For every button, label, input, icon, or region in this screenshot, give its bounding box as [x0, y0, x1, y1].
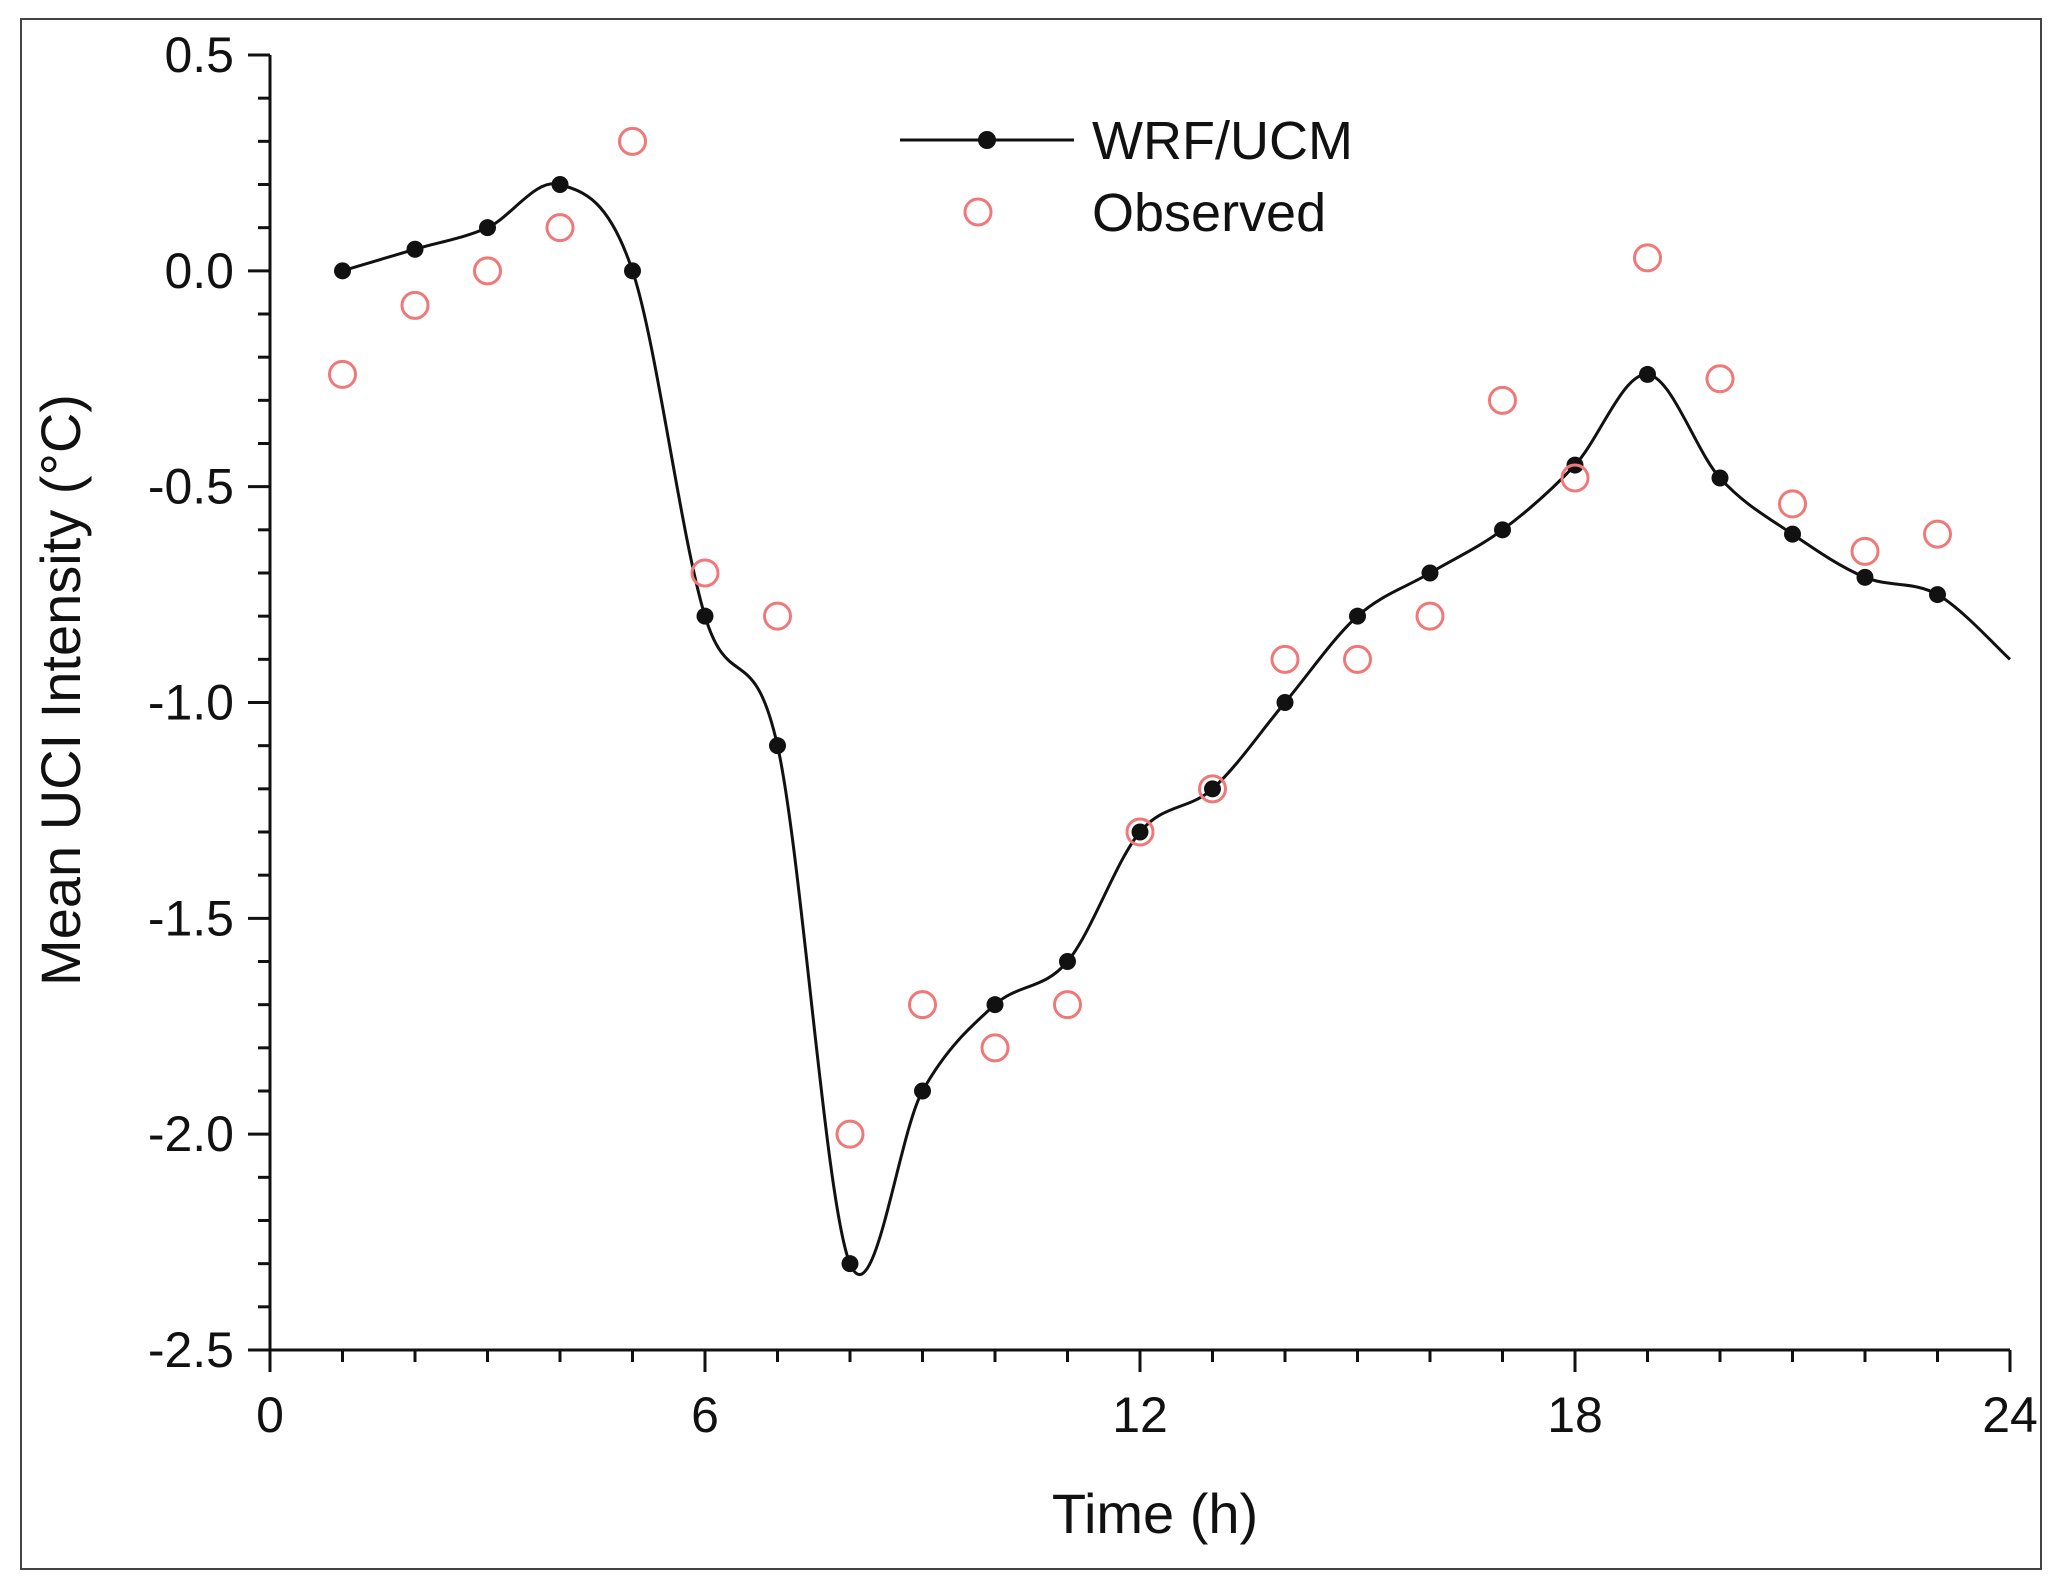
- wrf-ucm-point: [1059, 953, 1076, 970]
- wrf-ucm-point: [1494, 521, 1511, 539]
- wrf-ucm-point: [1784, 525, 1801, 543]
- legend-wrf-ucm-marker: [978, 131, 996, 149]
- observed-point: [1488, 385, 1517, 415]
- observed-point: [1705, 364, 1735, 394]
- wrf-ucm-point: [551, 176, 569, 193]
- x-tick-label: 0: [256, 1387, 284, 1443]
- wrf-ucm-point: [769, 737, 786, 755]
- observed-point: [1560, 463, 1590, 493]
- observed-point: [1850, 536, 1880, 566]
- wrf-ucm-point: [1349, 607, 1366, 625]
- observed-point: [328, 359, 357, 389]
- y-axis-ticks: 0.5 0.0 -0.5 -1.0 -1.5 -2.0 -2.5: [148, 27, 270, 1378]
- legend: WRF/UCM Observed: [900, 111, 1353, 243]
- x-axis-title: Time (h): [1052, 1482, 1258, 1545]
- axes: [268, 55, 2010, 1352]
- observed-point: [980, 1033, 1010, 1063]
- wrf-ucm-point: [1929, 586, 1946, 604]
- observed-point: [908, 990, 937, 1020]
- observed-point: [1198, 774, 1227, 804]
- observed-point: [1343, 644, 1372, 674]
- wrf-ucm-point: [624, 262, 641, 280]
- wrf-ucm-point: [334, 262, 351, 280]
- observed-points: [328, 126, 1952, 1149]
- wrf-ucm-point: [1421, 564, 1439, 582]
- wrf-ucm-point: [1856, 568, 1874, 586]
- observed-point: [1633, 243, 1662, 273]
- wrf-ucm-point: [841, 1255, 859, 1273]
- observed-point: [1270, 644, 1300, 674]
- wrf-ucm-point: [914, 1082, 931, 1100]
- y-tick-label: 0.5: [164, 27, 234, 83]
- wrf-ucm-point: [1131, 823, 1149, 841]
- observed-point: [1053, 990, 1082, 1020]
- observed-point: [835, 1119, 865, 1149]
- observed-point: [1923, 519, 1952, 549]
- observed-point: [1415, 601, 1445, 631]
- legend-wrf-ucm-label: WRF/UCM: [1092, 111, 1353, 171]
- x-tick-label: 18: [1547, 1387, 1603, 1443]
- observed-point: [763, 601, 792, 631]
- observed-point: [1125, 817, 1155, 847]
- chart-frame: 0 6 12 18 24 0.5 0.0 -0.5 -1.0 -1.5 -2.0 -2.5 WRF/…: [20, 18, 2042, 1570]
- legend-observed-label: Observed: [1092, 183, 1326, 243]
- wrf-ucm-point: [1276, 694, 1294, 711]
- x-tick-label: 12: [1112, 1387, 1168, 1443]
- wrf-ucm-point: [986, 996, 1004, 1014]
- legend-observed-marker: [963, 197, 993, 227]
- x-tick-label: 6: [691, 1387, 719, 1443]
- uci-intensity-chart: 0 6 12 18 24 0.5 0.0 -0.5 -1.0 -1.5 -2.0 -2.5 WRF/…: [29, 27, 2038, 1545]
- wrf-ucm-point: [1204, 780, 1221, 798]
- x-axis-ticks: 0 6 12 18 24: [256, 1350, 2038, 1443]
- observed-point: [1778, 489, 1807, 519]
- wrf-ucm-points: [334, 176, 1946, 1273]
- wrf-ucm-point: [406, 240, 424, 258]
- observed-point: [545, 213, 575, 243]
- y-tick-label: 0.0: [164, 243, 234, 299]
- y-tick-label: -1.5: [148, 890, 234, 946]
- wrf-ucm-series-line: [342, 182, 2011, 1276]
- observed-point: [618, 126, 647, 156]
- x-tick-label: 24: [1982, 1387, 2038, 1443]
- wrf-ucm-point: [1711, 469, 1729, 487]
- y-tick-label: -1.0: [148, 675, 234, 731]
- wrf-ucm-point: [1639, 365, 1656, 383]
- observed-point: [400, 290, 430, 320]
- observed-point: [473, 256, 502, 286]
- y-tick-label: -2.5: [148, 1322, 234, 1378]
- observed-point: [690, 558, 720, 588]
- y-tick-label: -2.0: [148, 1106, 234, 1162]
- y-axis-title: Mean UCI Intensity (°C): [29, 394, 92, 986]
- y-tick-label: -0.5: [148, 459, 234, 515]
- wrf-ucm-point: [696, 607, 714, 625]
- wrf-ucm-point: [479, 219, 496, 237]
